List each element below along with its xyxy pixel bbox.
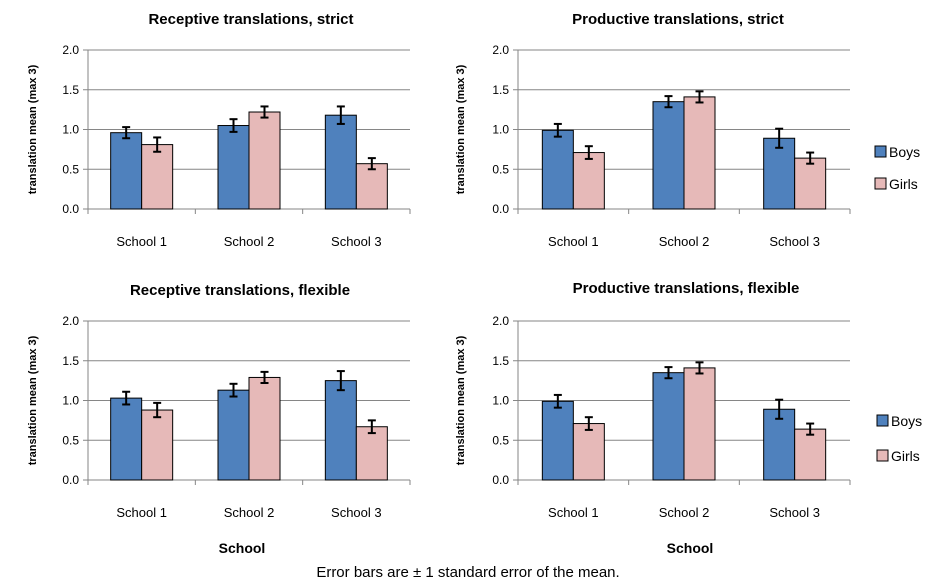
- x-tick-label: School 2: [659, 505, 710, 520]
- bar-girls: [794, 157, 827, 210]
- bar-boys: [324, 114, 357, 210]
- y-tick-label: 0.0: [492, 202, 509, 216]
- legend-bottom-swatch-girls: [876, 449, 889, 462]
- bar-girls: [683, 367, 716, 481]
- bar-boys: [763, 137, 796, 210]
- y-tick-label: 0.5: [62, 433, 79, 447]
- bar-boys: [763, 408, 796, 481]
- legend-top-label-girls: Girls: [889, 176, 918, 192]
- bar-boys: [541, 400, 574, 481]
- y-tick-label: 0.0: [492, 473, 509, 487]
- footnote: Error bars are ± 1 standard error of the…: [316, 564, 619, 581]
- y-axis-label: translation mean (max 3): [27, 335, 39, 465]
- y-tick-label: 1.0: [492, 123, 509, 137]
- x-tick-label: School 1: [548, 505, 599, 520]
- y-axis-label: translation mean (max 3): [455, 335, 467, 465]
- bar-girls: [355, 163, 388, 210]
- y-tick-label: 1.5: [62, 83, 79, 97]
- panel-4-xlabel: School: [667, 540, 714, 556]
- bar-girls: [794, 428, 827, 481]
- bar-girls: [355, 426, 388, 481]
- x-tick-label: School 1: [116, 505, 167, 520]
- panel-receptive-flexible: 0.0 0.5 1.0 1.5 2.0 translation mean (max 3) S…: [27, 314, 411, 520]
- y-tick-label: 0.0: [62, 202, 79, 216]
- x-tick-label: School 3: [331, 505, 382, 520]
- legend-bottom: Boys Girls: [876, 413, 922, 464]
- y-tick-label: 2.0: [62, 43, 79, 57]
- y-tick-label: 1.5: [492, 83, 509, 97]
- x-tick-label: School 1: [116, 234, 167, 249]
- y-tick-label: 2.0: [492, 314, 509, 328]
- bar-girls: [141, 409, 174, 481]
- y-tick-label: 1.5: [62, 354, 79, 368]
- bar-girls: [572, 423, 605, 481]
- x-tick-label: School 2: [224, 234, 275, 249]
- bar-boys: [110, 132, 143, 210]
- legend-bottom-label-girls: Girls: [891, 448, 920, 464]
- panel-receptive-strict: 0.0 0.5 1.0 1.5 2.0 translation mean (max 3) S…: [27, 43, 411, 249]
- y-tick-label: 1.5: [492, 354, 509, 368]
- legend-top-swatch-boys: [874, 145, 887, 158]
- legend-bottom-swatch-boys: [876, 414, 889, 427]
- panel-3-xlabel: School: [219, 540, 266, 556]
- y-tick-label: 1.0: [62, 394, 79, 408]
- bar-boys: [324, 380, 357, 481]
- panel-productive-flexible: 0.0 0.5 1.0 1.5 2.0 translation mean (max 3) S…: [455, 314, 851, 520]
- panel-1-title: Receptive translations, strict: [148, 11, 353, 28]
- y-tick-label: 0.5: [62, 162, 79, 176]
- y-axis-label: translation mean (max 3): [27, 64, 39, 194]
- legend-bottom-label-boys: Boys: [891, 413, 922, 429]
- y-tick-label: 2.0: [62, 314, 79, 328]
- bar-boys: [110, 397, 143, 481]
- legend-top: Boys Girls: [874, 144, 920, 192]
- x-tick-label: School 1: [548, 234, 599, 249]
- y-axis-label: translation mean (max 3): [455, 64, 467, 194]
- panel-4-title: Productive translations, flexible: [573, 280, 800, 297]
- bar-boys: [541, 129, 574, 210]
- y-tick-label: 0.0: [62, 473, 79, 487]
- bar-boys: [652, 101, 685, 210]
- bar-girls: [248, 111, 281, 210]
- x-tick-label: School 3: [769, 234, 820, 249]
- bar-boys: [652, 372, 685, 481]
- y-tick-label: 2.0: [492, 43, 509, 57]
- y-tick-label: 1.0: [492, 394, 509, 408]
- panel-productive-strict: 0.0 0.5 1.0 1.5 2.0 translation mean (max 3) S…: [455, 43, 851, 249]
- bar-girls: [248, 376, 281, 481]
- legend-top-swatch-girls: [874, 177, 887, 190]
- y-tick-label: 0.5: [492, 162, 509, 176]
- panel-3-title: Receptive translations, flexible: [130, 282, 350, 299]
- bar-girls: [572, 152, 605, 210]
- bar-girls: [683, 96, 716, 210]
- panel-2-title: Productive translations, strict: [572, 11, 784, 28]
- legend-top-label-boys: Boys: [889, 144, 920, 160]
- x-tick-label: School 2: [659, 234, 710, 249]
- y-tick-label: 1.0: [62, 123, 79, 137]
- bar-boys: [217, 389, 250, 481]
- y-tick-label: 0.5: [492, 433, 509, 447]
- bar-boys: [217, 125, 250, 210]
- x-tick-label: School 3: [331, 234, 382, 249]
- x-tick-label: School 2: [224, 505, 275, 520]
- bar-girls: [141, 144, 174, 210]
- x-tick-label: School 3: [769, 505, 820, 520]
